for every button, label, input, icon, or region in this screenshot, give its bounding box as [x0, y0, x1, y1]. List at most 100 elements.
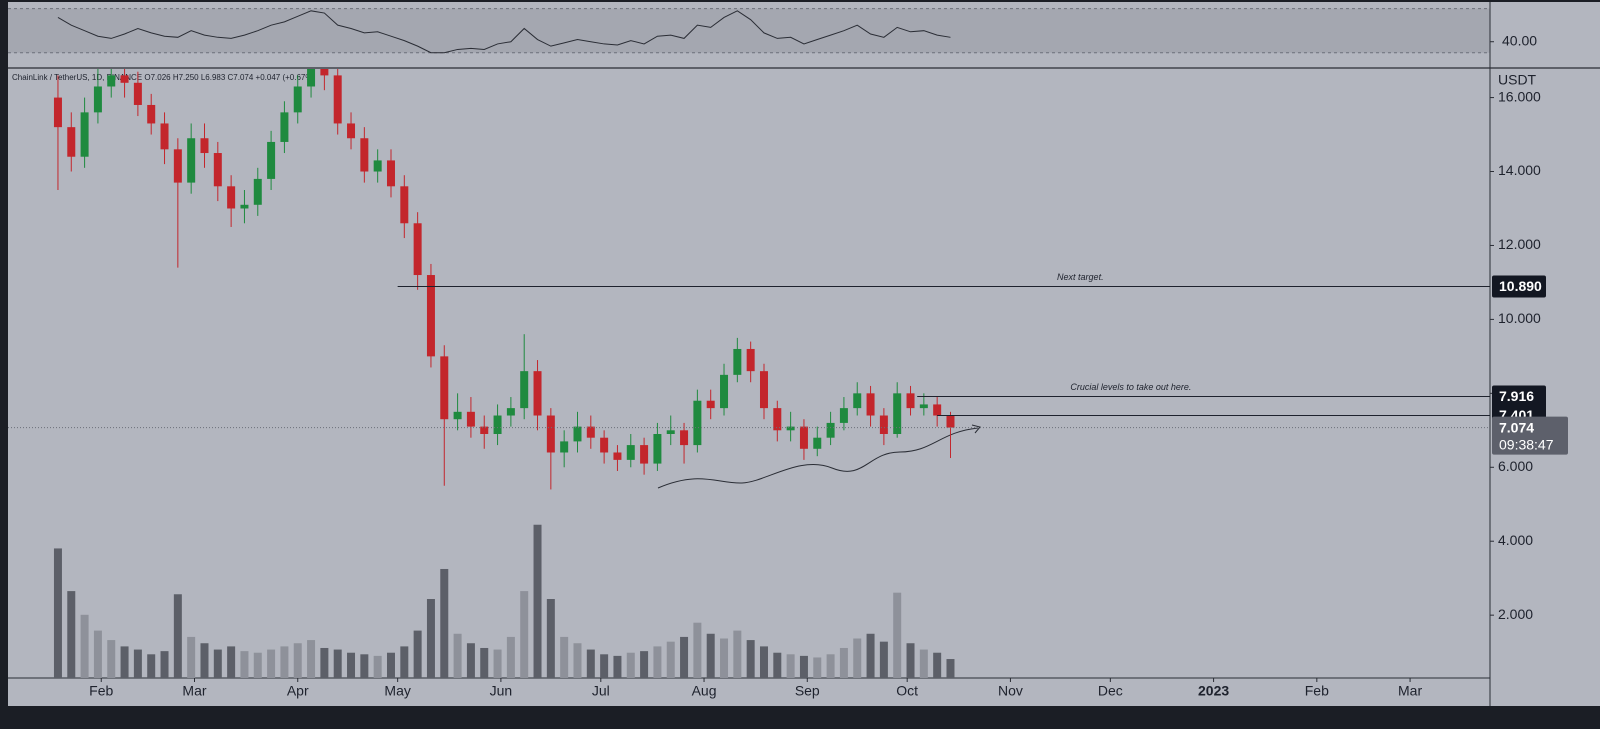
volume-bar	[786, 654, 795, 678]
candle-body	[426, 275, 435, 357]
candle-body	[759, 371, 768, 409]
x-tick-label: Feb	[89, 683, 113, 699]
volume-bar	[480, 647, 489, 678]
last-price-label: 7.074	[1499, 419, 1534, 435]
candle-body	[386, 160, 395, 187]
volume-bar	[413, 630, 422, 678]
candle-body	[733, 348, 742, 375]
x-tick-label: 2023	[1198, 683, 1229, 699]
volume-bar	[307, 640, 316, 678]
volume-bar	[440, 568, 449, 678]
candle-body	[906, 393, 915, 409]
candle-body	[720, 374, 729, 409]
candle-body	[360, 138, 369, 172]
level-badge-label: 7.916	[1499, 388, 1534, 404]
volume-bar	[546, 599, 555, 678]
volume-bar	[773, 652, 782, 678]
y-unit: USDT	[1498, 72, 1537, 88]
x-tick-label: Apr	[287, 683, 309, 699]
candle-body	[466, 411, 475, 427]
candle-body	[213, 153, 222, 187]
candle-body	[573, 426, 582, 442]
candle-body	[400, 186, 409, 224]
volume-bar	[919, 649, 928, 678]
candle-body	[626, 445, 635, 460]
x-tick-label: Feb	[1305, 683, 1329, 699]
level-badge-label: 10.890	[1499, 278, 1542, 294]
candle-body	[560, 441, 569, 453]
candle-body	[253, 178, 262, 205]
volume-bar	[147, 654, 156, 678]
volume-bar	[280, 646, 289, 678]
x-tick-label: Oct	[896, 683, 918, 699]
volume-bar	[826, 654, 835, 678]
volume-bar	[720, 638, 729, 678]
candle-body	[67, 127, 76, 157]
candle-body	[533, 371, 542, 416]
chart-background	[8, 2, 1600, 706]
volume-bar	[693, 622, 702, 678]
candle-body	[546, 415, 555, 453]
candle-body	[80, 112, 89, 157]
x-tick-label: Sep	[795, 683, 820, 699]
candle-body	[933, 404, 942, 416]
arrow-head	[971, 424, 981, 434]
candle-body	[946, 415, 955, 428]
candle-body	[280, 112, 289, 142]
trend-curve-annotation	[657, 427, 979, 489]
candle-body	[813, 437, 822, 449]
candle-body	[653, 434, 662, 464]
rsi-tick-label: 40.00	[1502, 32, 1537, 48]
candle-body	[706, 400, 715, 409]
volume-bar	[906, 643, 915, 678]
volume-bar	[493, 649, 502, 678]
candle-body	[373, 160, 382, 172]
candle-body	[693, 400, 702, 446]
volume-bar	[173, 594, 182, 678]
volume-bar	[347, 652, 356, 678]
countdown: 09:38:47	[1499, 436, 1554, 452]
candle-body	[866, 393, 875, 416]
x-tick-label: Jun	[490, 683, 513, 699]
candle-body	[413, 223, 422, 276]
candle-body	[160, 123, 169, 150]
y-tick-label: 4.000	[1498, 532, 1533, 548]
x-tick-label: Dec	[1098, 683, 1123, 699]
volume-bar	[453, 633, 462, 678]
volume-bar	[293, 643, 302, 678]
candle-body	[826, 422, 835, 438]
candle-body	[293, 86, 302, 113]
volume-bar	[520, 591, 529, 678]
candle-body	[586, 426, 595, 438]
volume-bar	[386, 652, 395, 678]
candle-body	[267, 141, 276, 179]
y-tick-label: 10.000	[1498, 310, 1541, 326]
candle-body	[853, 393, 862, 409]
volume-bar	[187, 636, 196, 678]
volume-bar	[200, 643, 209, 678]
candle-body	[506, 408, 515, 416]
candle-body	[480, 426, 489, 434]
candle-body	[200, 138, 209, 154]
candle-body	[187, 138, 196, 183]
volume-bar	[107, 640, 116, 678]
volume-bar	[893, 592, 902, 678]
volume-bar	[666, 641, 675, 678]
price-pane	[53, 69, 955, 490]
candle-body	[93, 86, 102, 113]
volume-bar	[80, 614, 89, 678]
volume-bar	[933, 652, 942, 678]
candle-body	[493, 415, 502, 434]
volume-bar	[133, 649, 142, 678]
volume-bar	[333, 649, 342, 678]
candle-body	[227, 186, 236, 209]
volume-pane	[53, 524, 955, 678]
candle-body	[107, 75, 116, 87]
candle-body	[307, 69, 316, 87]
candle-body	[440, 356, 449, 420]
y-tick-label: 2.000	[1498, 606, 1533, 622]
last-price-badge	[1492, 416, 1568, 455]
volume-bar	[560, 636, 569, 678]
candle-body	[640, 445, 649, 464]
